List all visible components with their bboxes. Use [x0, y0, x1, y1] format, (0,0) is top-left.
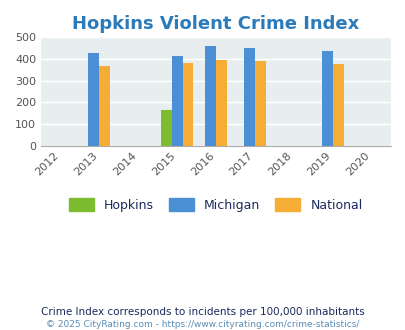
- Bar: [332, 64, 343, 146]
- Bar: [160, 110, 171, 146]
- Legend: Hopkins, Michigan, National: Hopkins, Michigan, National: [64, 193, 367, 217]
- Bar: [321, 51, 332, 146]
- Bar: [243, 48, 254, 146]
- Bar: [205, 46, 215, 146]
- Text: © 2025 CityRating.com - https://www.cityrating.com/crime-statistics/: © 2025 CityRating.com - https://www.city…: [46, 319, 359, 329]
- Title: Hopkins Violent Crime Index: Hopkins Violent Crime Index: [72, 15, 359, 33]
- Bar: [99, 66, 110, 146]
- Text: Crime Index corresponds to incidents per 100,000 inhabitants: Crime Index corresponds to incidents per…: [41, 307, 364, 317]
- Bar: [171, 56, 182, 146]
- Bar: [182, 63, 193, 146]
- Bar: [215, 60, 226, 146]
- Bar: [254, 60, 265, 146]
- Bar: [88, 52, 99, 146]
